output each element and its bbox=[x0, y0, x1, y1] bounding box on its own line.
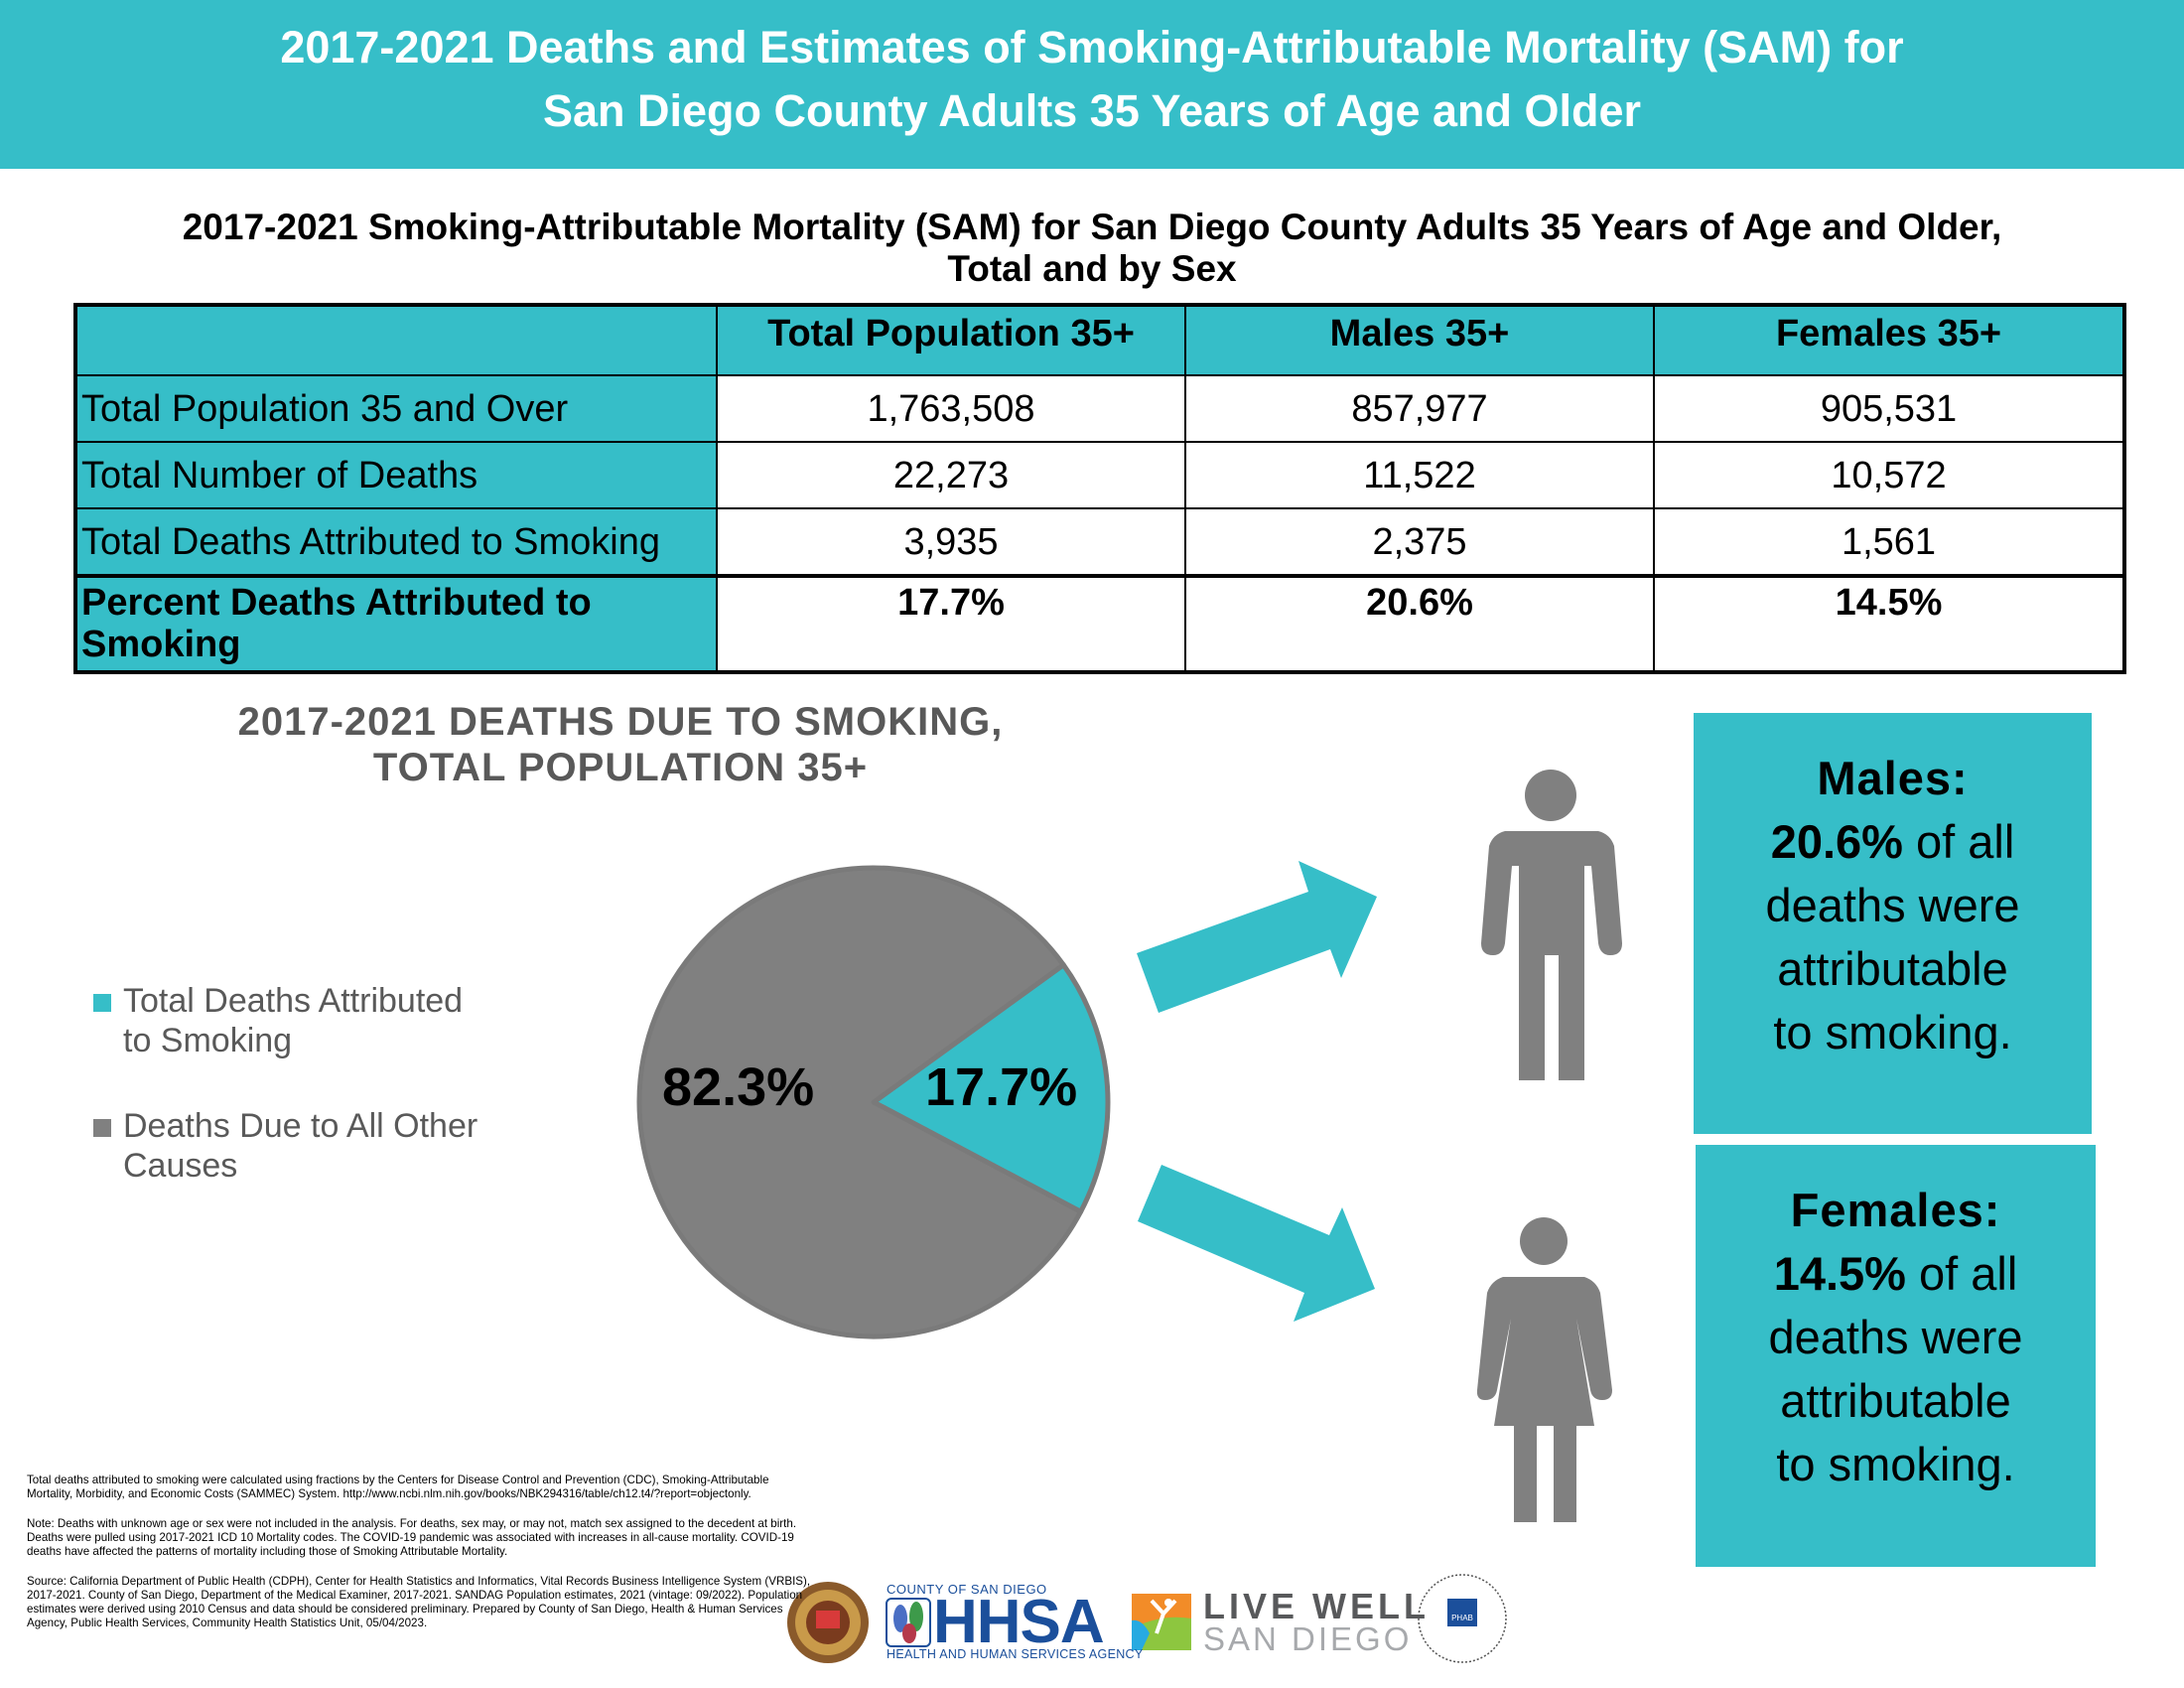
column-header-empty bbox=[74, 304, 718, 376]
table-title: 2017-2021 Smoking-Attributable Mortality… bbox=[0, 207, 2184, 290]
hhsa-logo-icon bbox=[886, 1598, 931, 1647]
callout-females-line-1: 14.5% of all bbox=[1696, 1242, 2096, 1306]
row-label: Total Population 35 and Over bbox=[74, 374, 718, 443]
callout-males-text-1: of all bbox=[1902, 815, 2015, 868]
callout-males-line-1: 20.6% of all bbox=[1694, 810, 2092, 874]
footnotes: Total deaths attributed to smoking were … bbox=[27, 1474, 811, 1646]
table-row: Total Population 35 and Over 1,763,508 8… bbox=[74, 374, 2125, 443]
arrow-right-down-icon bbox=[1138, 1165, 1375, 1322]
live-well-logo-icon bbox=[1132, 1594, 1191, 1650]
cell-value: 2,375 bbox=[1184, 507, 1655, 577]
sam-table: Total Population 35+ Males 35+ Females 3… bbox=[73, 303, 2126, 674]
column-header-males: Males 35+ bbox=[1184, 304, 1655, 376]
table-header-row: Total Population 35+ Males 35+ Females 3… bbox=[74, 304, 2125, 376]
cell-value: 20.6% bbox=[1184, 574, 1655, 673]
live-well-san-diego-text: SAN DIEGO bbox=[1203, 1620, 1413, 1657]
phab-seal-logo: PHAB bbox=[1418, 1574, 1507, 1663]
row-label: Percent Deaths Attributed to Smoking bbox=[74, 574, 718, 673]
column-header-total: Total Population 35+ bbox=[716, 304, 1186, 376]
legend-swatch-smoking bbox=[93, 994, 111, 1012]
cell-value: 1,763,508 bbox=[716, 374, 1186, 443]
cell-value: 3,935 bbox=[716, 507, 1186, 577]
male-figure-icon bbox=[1481, 770, 1622, 1080]
phab-label: PHAB bbox=[1451, 1614, 1473, 1622]
legend-item-smoking: Total Deaths Attributed to Smoking bbox=[93, 981, 510, 1060]
callout-males-line-3: attributable bbox=[1777, 942, 2008, 995]
hhsa-logo-text: HHSA bbox=[933, 1588, 1105, 1656]
chart-title-line-2: TOTAL POPULATION 35+ bbox=[372, 746, 869, 789]
hhsa-logo-county-text: COUNTY OF SAN DIEGO bbox=[887, 1582, 1047, 1597]
county-seal-logo bbox=[787, 1582, 869, 1663]
callout-females-line-3: attributable bbox=[1780, 1374, 2011, 1427]
pie-label-smoking: 17.7% bbox=[925, 1057, 1078, 1117]
callout-females-heading: Females: bbox=[1790, 1184, 2001, 1236]
chart-legend: Total Deaths Attributed to Smoking Death… bbox=[93, 981, 510, 1231]
cell-value: 857,977 bbox=[1184, 374, 1655, 443]
female-figure-icon bbox=[1476, 1217, 1612, 1522]
live-well-logo-text: LIVE WELL bbox=[1203, 1586, 1430, 1626]
cell-value: 11,522 bbox=[1184, 441, 1655, 509]
table-row: Total Deaths Attributed to Smoking 3,935… bbox=[74, 507, 2125, 577]
callout-females-percent: 14.5% bbox=[1773, 1247, 1906, 1300]
table-title-line-1: 2017-2021 Smoking-Attributable Mortality… bbox=[182, 207, 2002, 247]
legend-swatch-other-causes bbox=[93, 1119, 111, 1137]
table-row: Percent Deaths Attributed to Smoking 17.… bbox=[74, 574, 2125, 673]
header-banner: 2017-2021 Deaths and Estimates of Smokin… bbox=[0, 0, 2184, 169]
footnote-source: Source: California Department of Public … bbox=[27, 1575, 811, 1629]
chart-title: 2017-2021 DEATHS DUE TO SMOKING, TOTAL P… bbox=[169, 699, 1072, 790]
row-label: Total Deaths Attributed to Smoking bbox=[74, 507, 718, 577]
cell-value: 905,531 bbox=[1653, 374, 2125, 443]
callout-males: Males: 20.6% of all deaths were attribut… bbox=[1694, 713, 2092, 1134]
legend-label-line-1: Deaths Due to All Other bbox=[123, 1107, 478, 1145]
callout-females-line-4: to smoking. bbox=[1776, 1438, 2015, 1490]
page-title-line-1: 2017-2021 Deaths and Estimates of Smokin… bbox=[280, 22, 1904, 72]
legend-label-line-1: Total Deaths Attributed bbox=[123, 982, 464, 1020]
callout-males-line-2: deaths were bbox=[1765, 879, 2020, 931]
hhsa-logo-agency-text: HEALTH AND HUMAN SERVICES AGENCY bbox=[887, 1647, 1144, 1661]
cell-value: 17.7% bbox=[716, 574, 1186, 673]
legend-item-other-causes: Deaths Due to All Other Causes bbox=[93, 1106, 510, 1186]
table-row: Total Number of Deaths 22,273 11,522 10,… bbox=[74, 441, 2125, 509]
footnote-method: Total deaths attributed to smoking were … bbox=[27, 1474, 769, 1500]
callout-males-percent: 20.6% bbox=[1770, 815, 1903, 868]
chart-title-line-1: 2017-2021 DEATHS DUE TO SMOKING, bbox=[237, 700, 1004, 744]
callout-males-heading: Males: bbox=[1817, 752, 1969, 804]
column-header-females: Females 35+ bbox=[1653, 304, 2125, 376]
pie-slice-smoking bbox=[871, 962, 1111, 1214]
callout-females-text-1: of all bbox=[1905, 1247, 2018, 1300]
cell-value: 10,572 bbox=[1653, 441, 2125, 509]
footnote-note: Note: Deaths with unknown age or sex wer… bbox=[27, 1517, 797, 1558]
cell-value: 14.5% bbox=[1653, 574, 2125, 673]
callout-females: Females: 14.5% of all deaths were attrib… bbox=[1696, 1145, 2096, 1567]
callout-females-line-2: deaths were bbox=[1768, 1311, 2023, 1363]
legend-label-line-2: to Smoking bbox=[123, 1022, 293, 1059]
callout-males-line-4: to smoking. bbox=[1773, 1006, 2012, 1058]
row-label: Total Number of Deaths bbox=[74, 441, 718, 509]
legend-label-line-2: Causes bbox=[123, 1147, 238, 1185]
page-title-line-2: San Diego County Adults 35 Years of Age … bbox=[542, 85, 1642, 136]
arrow-right-up-icon bbox=[1137, 861, 1377, 1013]
cell-value: 1,561 bbox=[1653, 507, 2125, 577]
pie-slice-other-causes bbox=[636, 865, 1084, 1339]
pie-chart bbox=[636, 865, 1111, 1339]
pie-label-other-causes: 82.3% bbox=[662, 1057, 815, 1117]
table-title-line-2: Total and by Sex bbox=[947, 248, 1237, 289]
cell-value: 22,273 bbox=[716, 441, 1186, 509]
